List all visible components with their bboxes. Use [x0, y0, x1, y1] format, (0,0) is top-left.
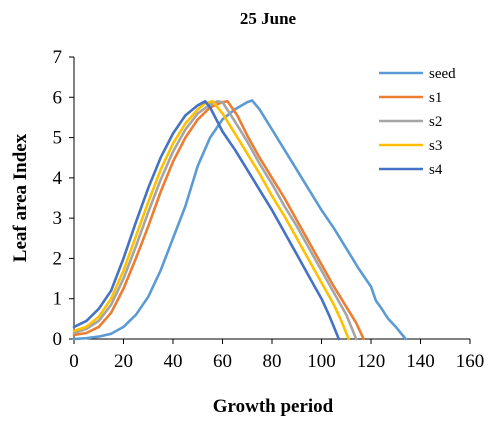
- y-axis-label: Leaf area Index: [10, 133, 31, 262]
- x-tick-label: 120: [357, 351, 386, 372]
- y-tick-label: 3: [53, 208, 63, 229]
- series-line-s3: [72, 100, 350, 341]
- x-tick-label: 140: [406, 351, 435, 372]
- x-tick-label: 80: [263, 351, 282, 372]
- x-tick-label: 40: [164, 351, 183, 372]
- y-tick-label: 0: [53, 329, 63, 350]
- series-layer: [72, 99, 407, 341]
- legend-label-seed: seed: [429, 66, 456, 82]
- y-tick-label: 6: [53, 87, 63, 108]
- series-line-s2: [72, 100, 358, 341]
- y-tick-label: 2: [53, 248, 63, 269]
- y-tick-label: 7: [53, 47, 63, 68]
- x-tick-label: 100: [307, 351, 336, 372]
- y-tick-label: 5: [53, 128, 63, 149]
- legend: seed s1 s2 s3 s4: [379, 66, 456, 178]
- x-tick-label: 160: [456, 351, 485, 372]
- legend-label-s4: s4: [429, 162, 443, 178]
- y-tick-label: 1: [53, 289, 63, 310]
- x-axis-label: Growth period: [213, 396, 334, 417]
- legend-label-s1: s1: [429, 90, 442, 106]
- x-tick-label: 20: [114, 351, 133, 372]
- legend-label-s3: s3: [429, 138, 442, 154]
- axes: 0 1 2 3 4 5 6 7 0 20 40 60 80 100 120 140 160: [53, 47, 485, 372]
- legend-label-s2: s2: [429, 114, 442, 130]
- x-tick-label: 0: [69, 351, 79, 372]
- series-line-seed: [72, 99, 407, 341]
- chart-title: 25 June: [240, 9, 297, 28]
- series-line-s4: [72, 100, 341, 341]
- y-tick-label: 4: [53, 168, 63, 189]
- x-tick-label: 60: [213, 351, 232, 372]
- series-line-s1: [72, 100, 365, 341]
